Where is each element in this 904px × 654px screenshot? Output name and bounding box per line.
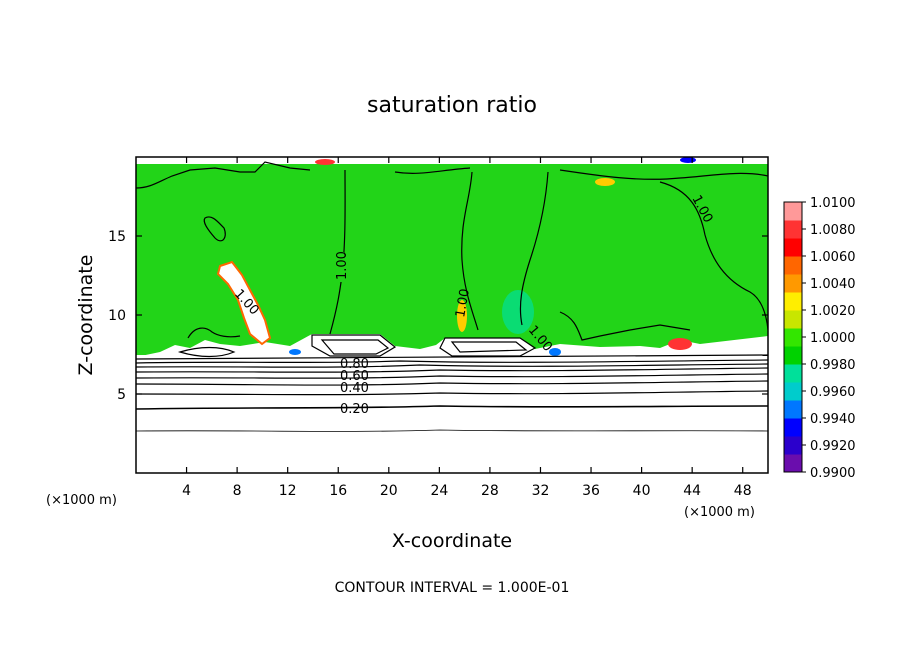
contour-label: 0.60 xyxy=(340,369,369,384)
y-axis-label: Z-coordinate xyxy=(75,255,97,376)
contour-line xyxy=(136,367,768,373)
contour-line xyxy=(659,181,768,331)
contour-line xyxy=(136,363,768,368)
contour-line xyxy=(519,171,549,326)
top-boundary-band xyxy=(136,157,768,164)
contour-line xyxy=(177,346,236,358)
contour-line xyxy=(203,216,226,242)
colorbar: 1.0100 1.0080 1.0060 1.0040 1.0020 1.0000 0.99… xyxy=(783,196,856,481)
colorbar-tick-label: 0.9940 xyxy=(810,412,856,427)
contour-label: 0.20 xyxy=(340,402,369,417)
x-tick-label: 44 xyxy=(683,483,701,499)
x-tick-label: 20 xyxy=(380,483,398,499)
colorbar-tick-label: 1.0000 xyxy=(810,331,856,346)
contour-line xyxy=(136,161,311,189)
x-tick-label: 36 xyxy=(582,483,600,499)
colorbar-swatch xyxy=(784,400,802,419)
colorbar-swatch xyxy=(784,418,802,437)
contour-line xyxy=(136,373,768,379)
cool-patch xyxy=(549,348,561,356)
colorbar-tick-label: 1.0080 xyxy=(810,223,856,238)
contour-line xyxy=(136,405,768,410)
colorbar-swatch xyxy=(784,454,802,473)
y-tick-label: 5 xyxy=(117,387,126,403)
x-tick-label: 8 xyxy=(233,483,242,499)
x-axis: 4 8 12 16 20 24 28 32 36 40 44 48 xyxy=(182,157,752,499)
x-tick-label: 24 xyxy=(430,483,448,499)
colorbar-tick-label: 0.9980 xyxy=(810,358,856,373)
chart-title: saturation ratio xyxy=(367,93,537,118)
contour-line xyxy=(136,380,768,386)
contour-line xyxy=(559,169,768,180)
x-tick-label: 4 xyxy=(182,483,191,499)
colorbar-tick-label: 1.0040 xyxy=(810,277,856,292)
y-tick-label: 15 xyxy=(108,229,126,245)
z-axis-unit: (×1000 m) xyxy=(684,505,755,520)
y-tick-label: 10 xyxy=(108,308,126,324)
contour-line xyxy=(136,390,768,396)
contour-line xyxy=(136,354,768,360)
contour-label: 0.40 xyxy=(340,381,369,396)
contour-line xyxy=(559,311,691,341)
colorbar-swatch xyxy=(784,436,802,455)
contour-label: 1.00 xyxy=(453,288,473,319)
contour-line xyxy=(136,359,768,364)
supersaturated-field xyxy=(136,157,768,357)
contour-label: 0.80 xyxy=(340,357,369,372)
x-axis-label: X-coordinate xyxy=(392,530,512,552)
colorbar-swatch xyxy=(784,382,802,401)
contour-line xyxy=(461,171,479,331)
plot-area: 1.00 1.00 1.00 1.00 1.00 0.80 0.60 0.40 … xyxy=(136,157,768,473)
x-tick-label: 12 xyxy=(279,483,297,499)
warm-patch xyxy=(457,300,467,332)
cool-patch xyxy=(680,157,696,163)
colorbar-swatch xyxy=(784,274,802,293)
white-tongue xyxy=(216,260,272,346)
cool-patch xyxy=(289,349,301,355)
warm-patch xyxy=(668,338,692,350)
x-tick-label: 28 xyxy=(481,483,499,499)
colorbar-swatch xyxy=(784,328,802,347)
contour-line xyxy=(450,341,528,353)
colorbar-swatch xyxy=(784,202,802,221)
contour-label-bg xyxy=(328,252,344,282)
contour-line xyxy=(394,167,471,174)
contour-line xyxy=(136,429,768,432)
colorbar-tick-label: 1.0060 xyxy=(810,250,856,265)
colorbar-tick-label: 0.9960 xyxy=(810,385,856,400)
contour-line xyxy=(320,339,390,355)
colorbar-swatch xyxy=(784,292,802,311)
colorbar-swatch xyxy=(784,256,802,275)
contour-line xyxy=(187,327,241,339)
x-tick-label: 40 xyxy=(633,483,651,499)
contour-line xyxy=(311,334,397,357)
y-axis: 5 10 15 xyxy=(108,229,768,403)
contour-interval-note: CONTOUR INTERVAL = 1.000E-01 xyxy=(335,580,570,596)
x-tick-label: 16 xyxy=(329,483,347,499)
x-axis-unit: (×1000 m) xyxy=(46,493,117,508)
subsaturated-region xyxy=(136,355,768,473)
colorbar-swatch xyxy=(784,310,802,329)
contour-label: 1.00 xyxy=(335,251,350,280)
colorbar-tick-label: 0.9900 xyxy=(810,466,856,481)
colorbar-tick-label: 1.0020 xyxy=(810,304,856,319)
warm-patch xyxy=(595,178,615,186)
colorbar-swatch xyxy=(784,238,802,257)
colorbar-swatch xyxy=(784,346,802,365)
colorbar-swatch xyxy=(784,220,802,239)
x-tick-label: 48 xyxy=(734,483,752,499)
x-tick-label: 32 xyxy=(532,483,550,499)
colorbar-tick-label: 0.9920 xyxy=(810,439,856,454)
warm-patch xyxy=(315,159,335,165)
cool-patch xyxy=(502,290,534,334)
colorbar-tick-label: 1.0100 xyxy=(810,196,856,211)
colorbar-swatch xyxy=(784,364,802,383)
